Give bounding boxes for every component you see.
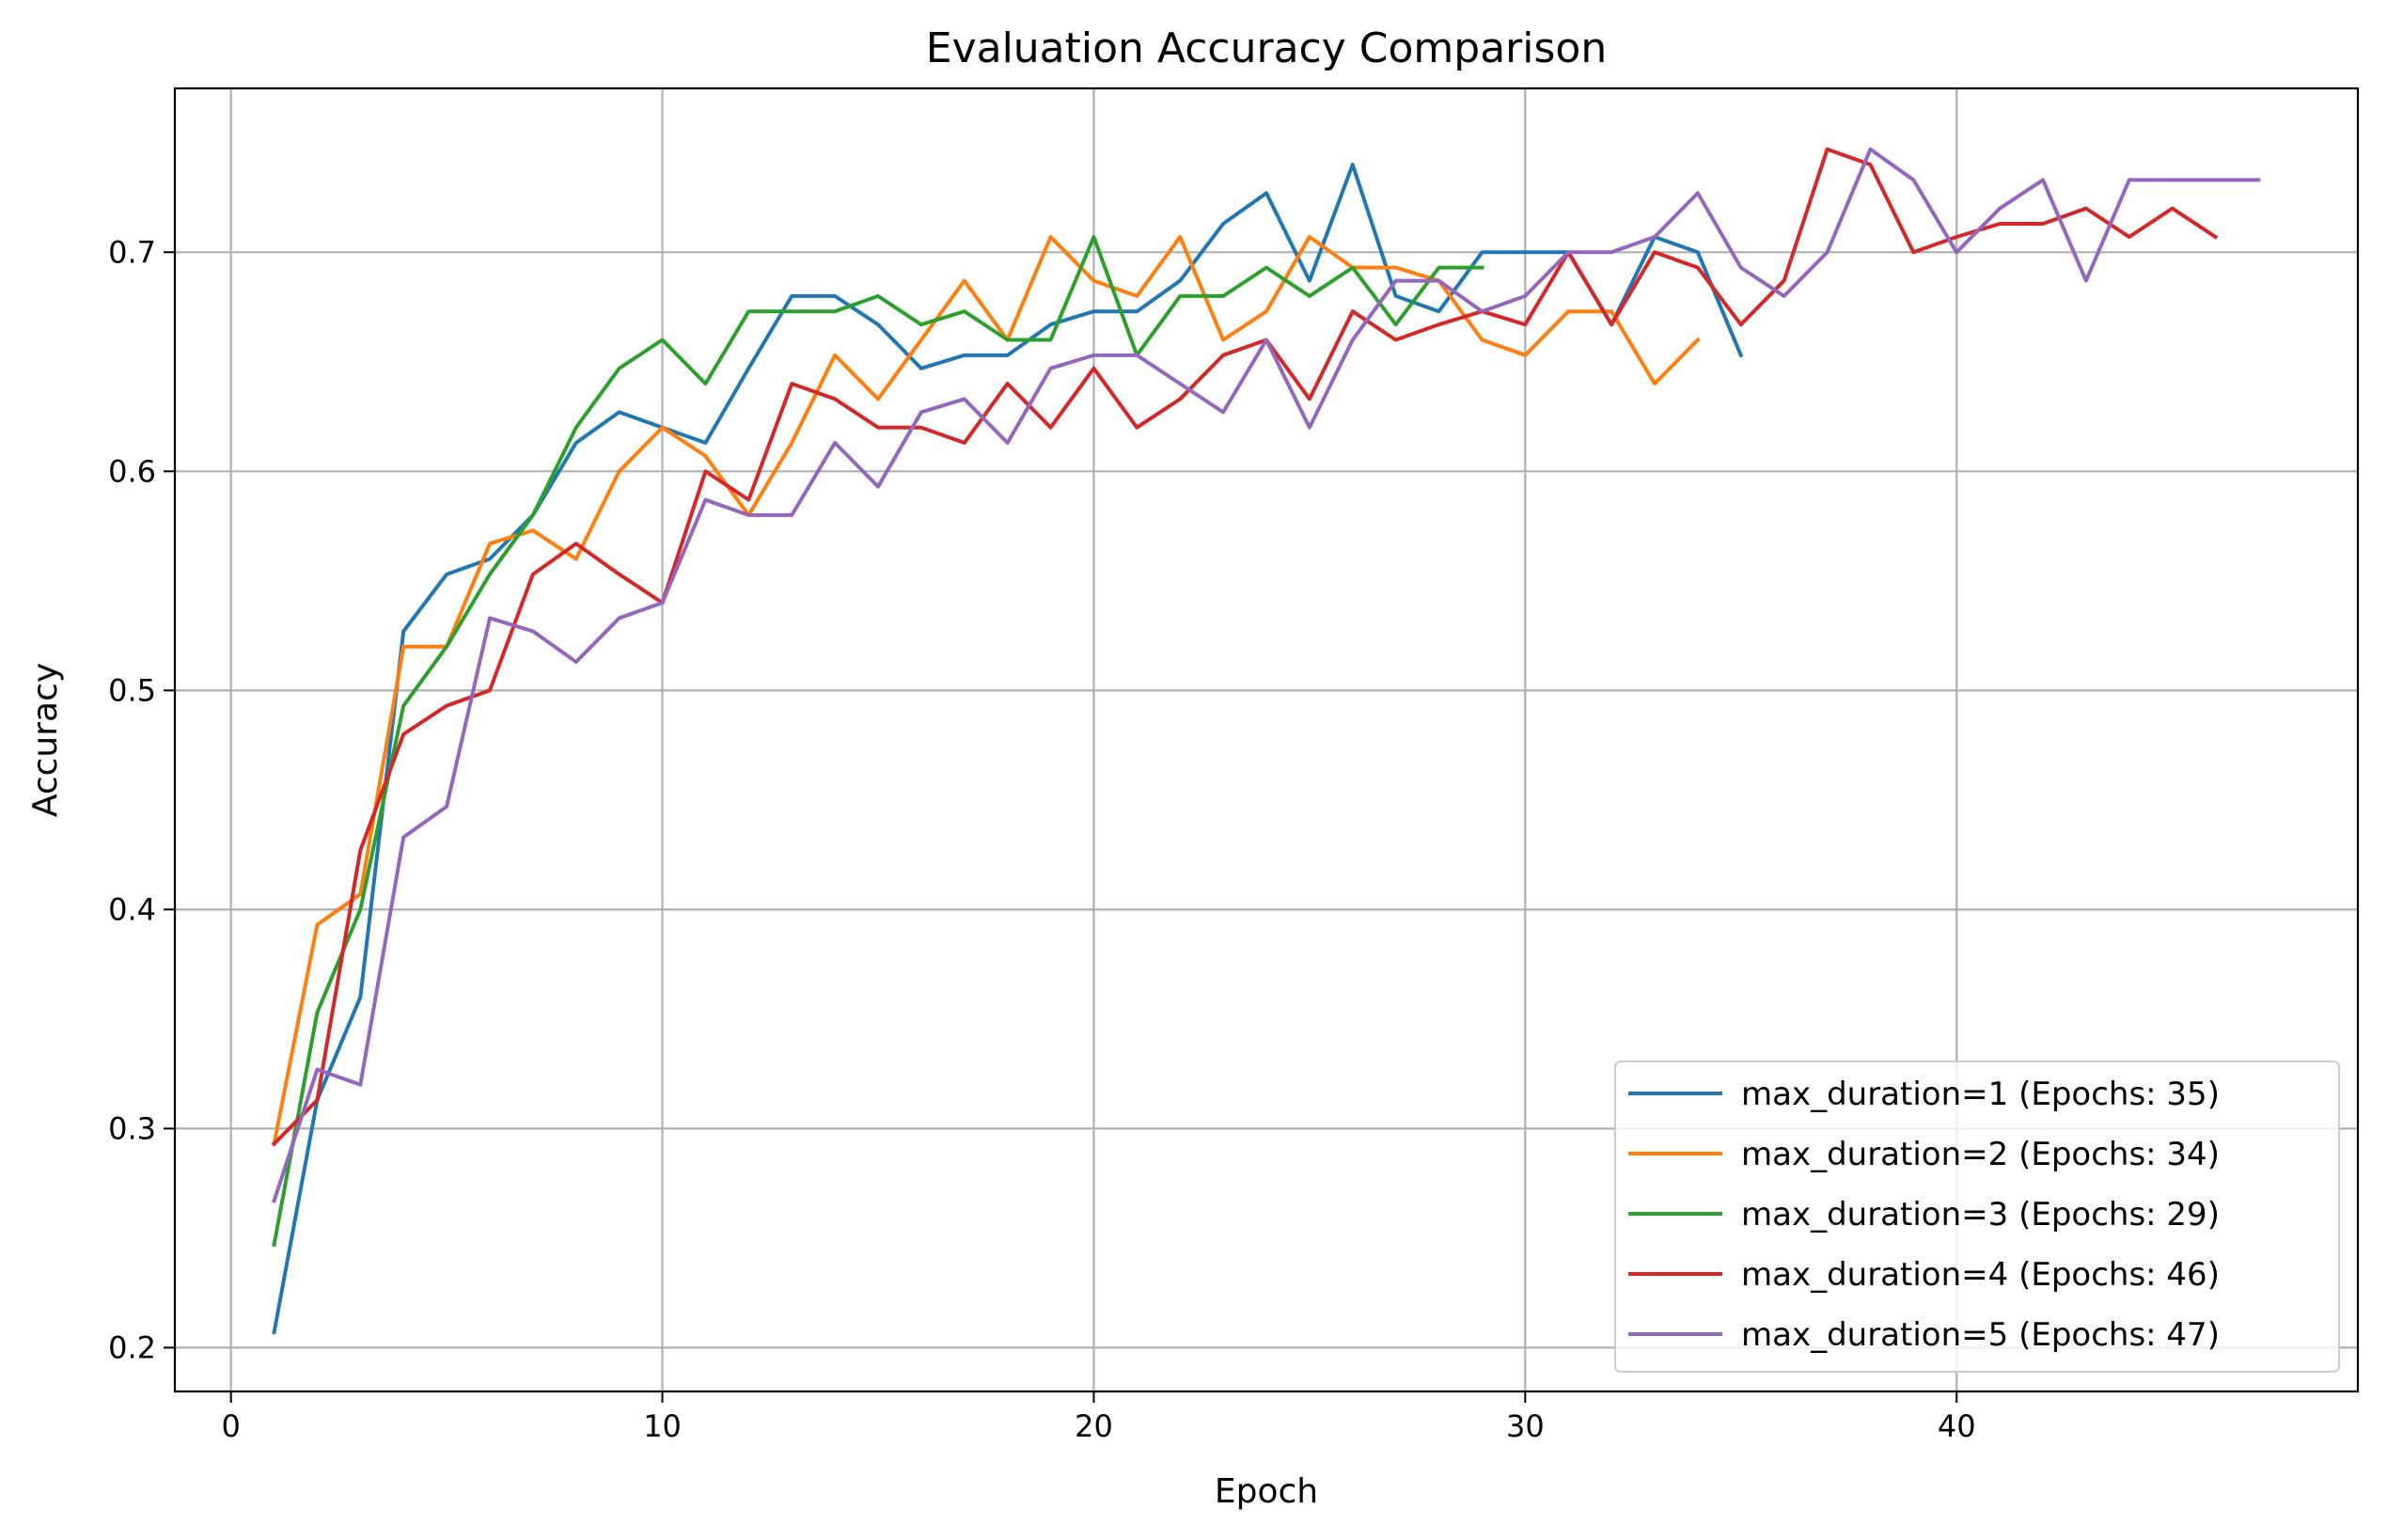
series-line-4 <box>271 147 2219 1147</box>
y-tick-label: 0.7 <box>108 234 156 270</box>
series-line-1 <box>272 163 1744 1335</box>
x-tick-label: 0 <box>221 1408 240 1444</box>
y-tick-label: 0.3 <box>108 1110 156 1146</box>
x-tick-label: 20 <box>1075 1408 1113 1444</box>
y-tick-label: 0.2 <box>108 1329 156 1365</box>
x-tick-label: 30 <box>1506 1408 1545 1444</box>
legend-label-1: max_duration=1 (Epochs: 35) <box>1741 1076 2220 1113</box>
axis-ticks: 0 10 20 30 40 0.2 0.3 0.4 0.5 0.6 0.7 <box>108 234 1975 1444</box>
plot-frame <box>173 86 2360 1393</box>
y-tick-label: 0.4 <box>108 891 156 927</box>
x-tick-label: 40 <box>1938 1408 1976 1444</box>
series-lines <box>271 147 2261 1335</box>
series-line-2 <box>272 234 1701 1147</box>
y-tick-label: 0.6 <box>108 453 156 489</box>
y-axis-label: Accuracy <box>26 663 65 817</box>
series-line-3 <box>272 234 1484 1248</box>
x-axis-label: Epoch <box>1215 1472 1318 1511</box>
legend-label-2: max_duration=2 (Epochs: 34) <box>1741 1136 2220 1173</box>
legend-label-3: max_duration=3 (Epochs: 29) <box>1741 1196 2220 1234</box>
legend-label-4: max_duration=4 (Epochs: 46) <box>1741 1256 2220 1294</box>
legend: max_duration=1 (Epochs: 35) max_duration=… <box>1614 1061 2340 1373</box>
series-line-5 <box>272 147 2261 1203</box>
y-tick-label: 0.5 <box>108 672 156 708</box>
legend-box <box>1614 1061 2340 1373</box>
legend-label-5: max_duration=5 (Epochs: 47) <box>1741 1316 2220 1354</box>
x-tick-label: 10 <box>643 1408 682 1444</box>
chart-title: Evaluation Accuracy Comparison <box>926 24 1607 72</box>
